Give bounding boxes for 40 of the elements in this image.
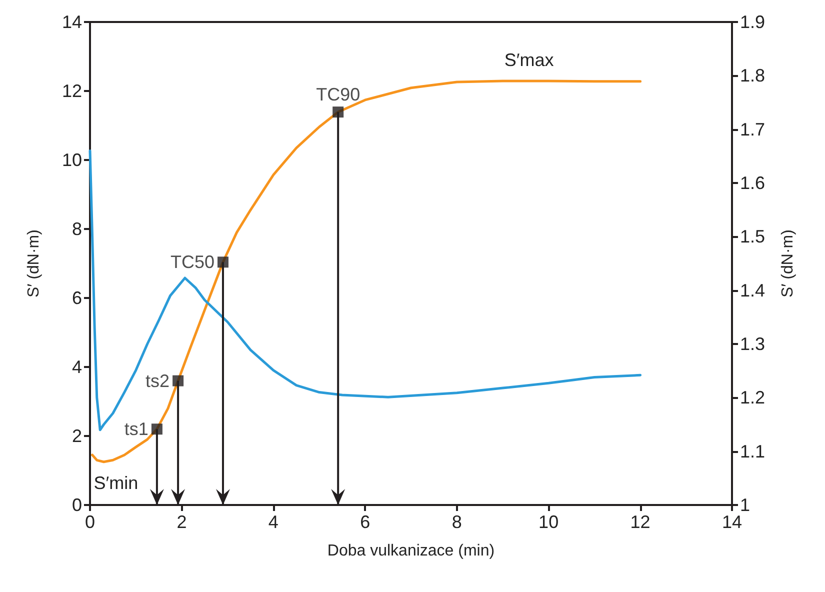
y2-tick-label: 1.7 <box>740 119 766 140</box>
x-tick-label: 8 <box>452 512 462 532</box>
data-label: ts1 <box>124 419 148 440</box>
point <box>151 424 162 435</box>
y-axis-title: S′ (dN·m) <box>26 230 42 298</box>
x-tick-label: 2 <box>176 512 187 532</box>
data-label: TC50 <box>170 252 214 272</box>
y-tick-label: 0 <box>72 495 82 515</box>
line-series <box>91 80 642 464</box>
y2-tick-label: 1.1 <box>740 441 766 462</box>
x-tick-label: 4 <box>268 512 278 532</box>
x-tick-label: 0 <box>84 512 96 532</box>
y-tick-label: 14 <box>62 12 82 32</box>
y2-tick-label: 1.6 <box>740 173 766 193</box>
y2-tick-label: 1.5 <box>740 226 766 247</box>
y2-tick-label: 1.4 <box>740 280 766 300</box>
y-tick-label: 4 <box>72 357 82 377</box>
y-tick-label: 6 <box>72 288 82 308</box>
y-tick-label: 10 <box>62 150 82 170</box>
data-label: TC90 <box>316 84 360 105</box>
point <box>172 375 184 386</box>
annotation: S′max <box>504 50 554 70</box>
x-tick-label: 12 <box>630 512 650 532</box>
annotation: S′min <box>94 472 138 493</box>
y2-tick-label: 1.3 <box>740 334 766 354</box>
x-tick-label: 14 <box>722 512 742 532</box>
point <box>332 106 344 118</box>
y2-axis-title: S′ (dN·m) <box>780 230 796 298</box>
point <box>217 256 228 268</box>
x-axis-title: Doba vulkanizace (min) <box>327 542 495 560</box>
x-tick-label: 6 <box>360 512 370 532</box>
y2-tick-label: 1.9 <box>740 12 766 32</box>
y-tick-label: 8 <box>72 219 82 239</box>
y2-tick-label: 1.2 <box>740 388 766 408</box>
y-tick-label: 12 <box>62 81 82 101</box>
y-tick-label: 2 <box>72 426 82 446</box>
y2-tick-label: 1.8 <box>740 66 766 86</box>
x-tick-label: 10 <box>538 512 559 532</box>
data-label: ts2 <box>146 370 170 391</box>
y2-tick-label: 1 <box>740 495 750 515</box>
